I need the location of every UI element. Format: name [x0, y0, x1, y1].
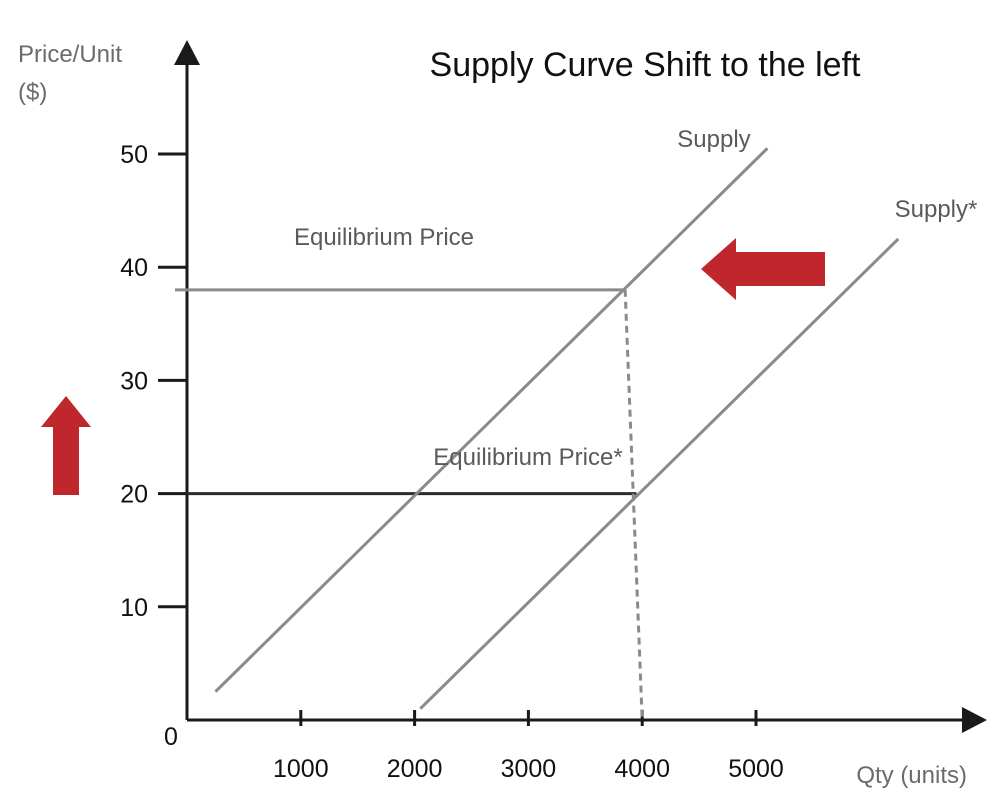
- price-up-arrow-icon: [41, 396, 91, 495]
- x-tick-label: 5000: [728, 755, 784, 783]
- x-tick-label: 3000: [501, 755, 557, 783]
- supply-star-curve: [419, 237, 900, 710]
- x-tick-label: 4000: [614, 755, 670, 783]
- y-tick-label: 40: [120, 254, 148, 282]
- y-tick-label: 50: [120, 141, 148, 169]
- y-tick-label: 30: [120, 367, 148, 395]
- origin-label: 0: [164, 723, 178, 751]
- equilibrium-price-star-label: Equilibrium Price*: [433, 444, 622, 471]
- supply-series: [214, 147, 900, 710]
- supply-curve: [214, 147, 769, 693]
- equilibrium-price-label: Equilibrium Price: [294, 224, 474, 251]
- y-tick-label: 20: [120, 481, 148, 509]
- chart-title: Supply Curve Shift to the left: [430, 46, 861, 84]
- y-tick-label: 10: [120, 594, 148, 622]
- x-axis-title: Qty (units): [856, 762, 967, 789]
- shift-left-arrow-icon: [701, 238, 825, 300]
- x-tick-label: 2000: [387, 755, 443, 783]
- y-axis-ticks: 10 20 30 40 50: [120, 141, 187, 622]
- y-axis-arrowhead: [174, 40, 200, 65]
- y-axis-title-line1: Price/Unit: [18, 41, 122, 68]
- y-axis-title-line2: ($): [18, 79, 47, 106]
- supply-label: Supply: [677, 126, 750, 153]
- x-axis-arrowhead: [962, 707, 987, 733]
- x-tick-label: 1000: [273, 755, 329, 783]
- x-axis-ticks: 1000 2000 3000 4000 5000: [273, 710, 784, 783]
- supply-star-label: Supply*: [895, 196, 978, 223]
